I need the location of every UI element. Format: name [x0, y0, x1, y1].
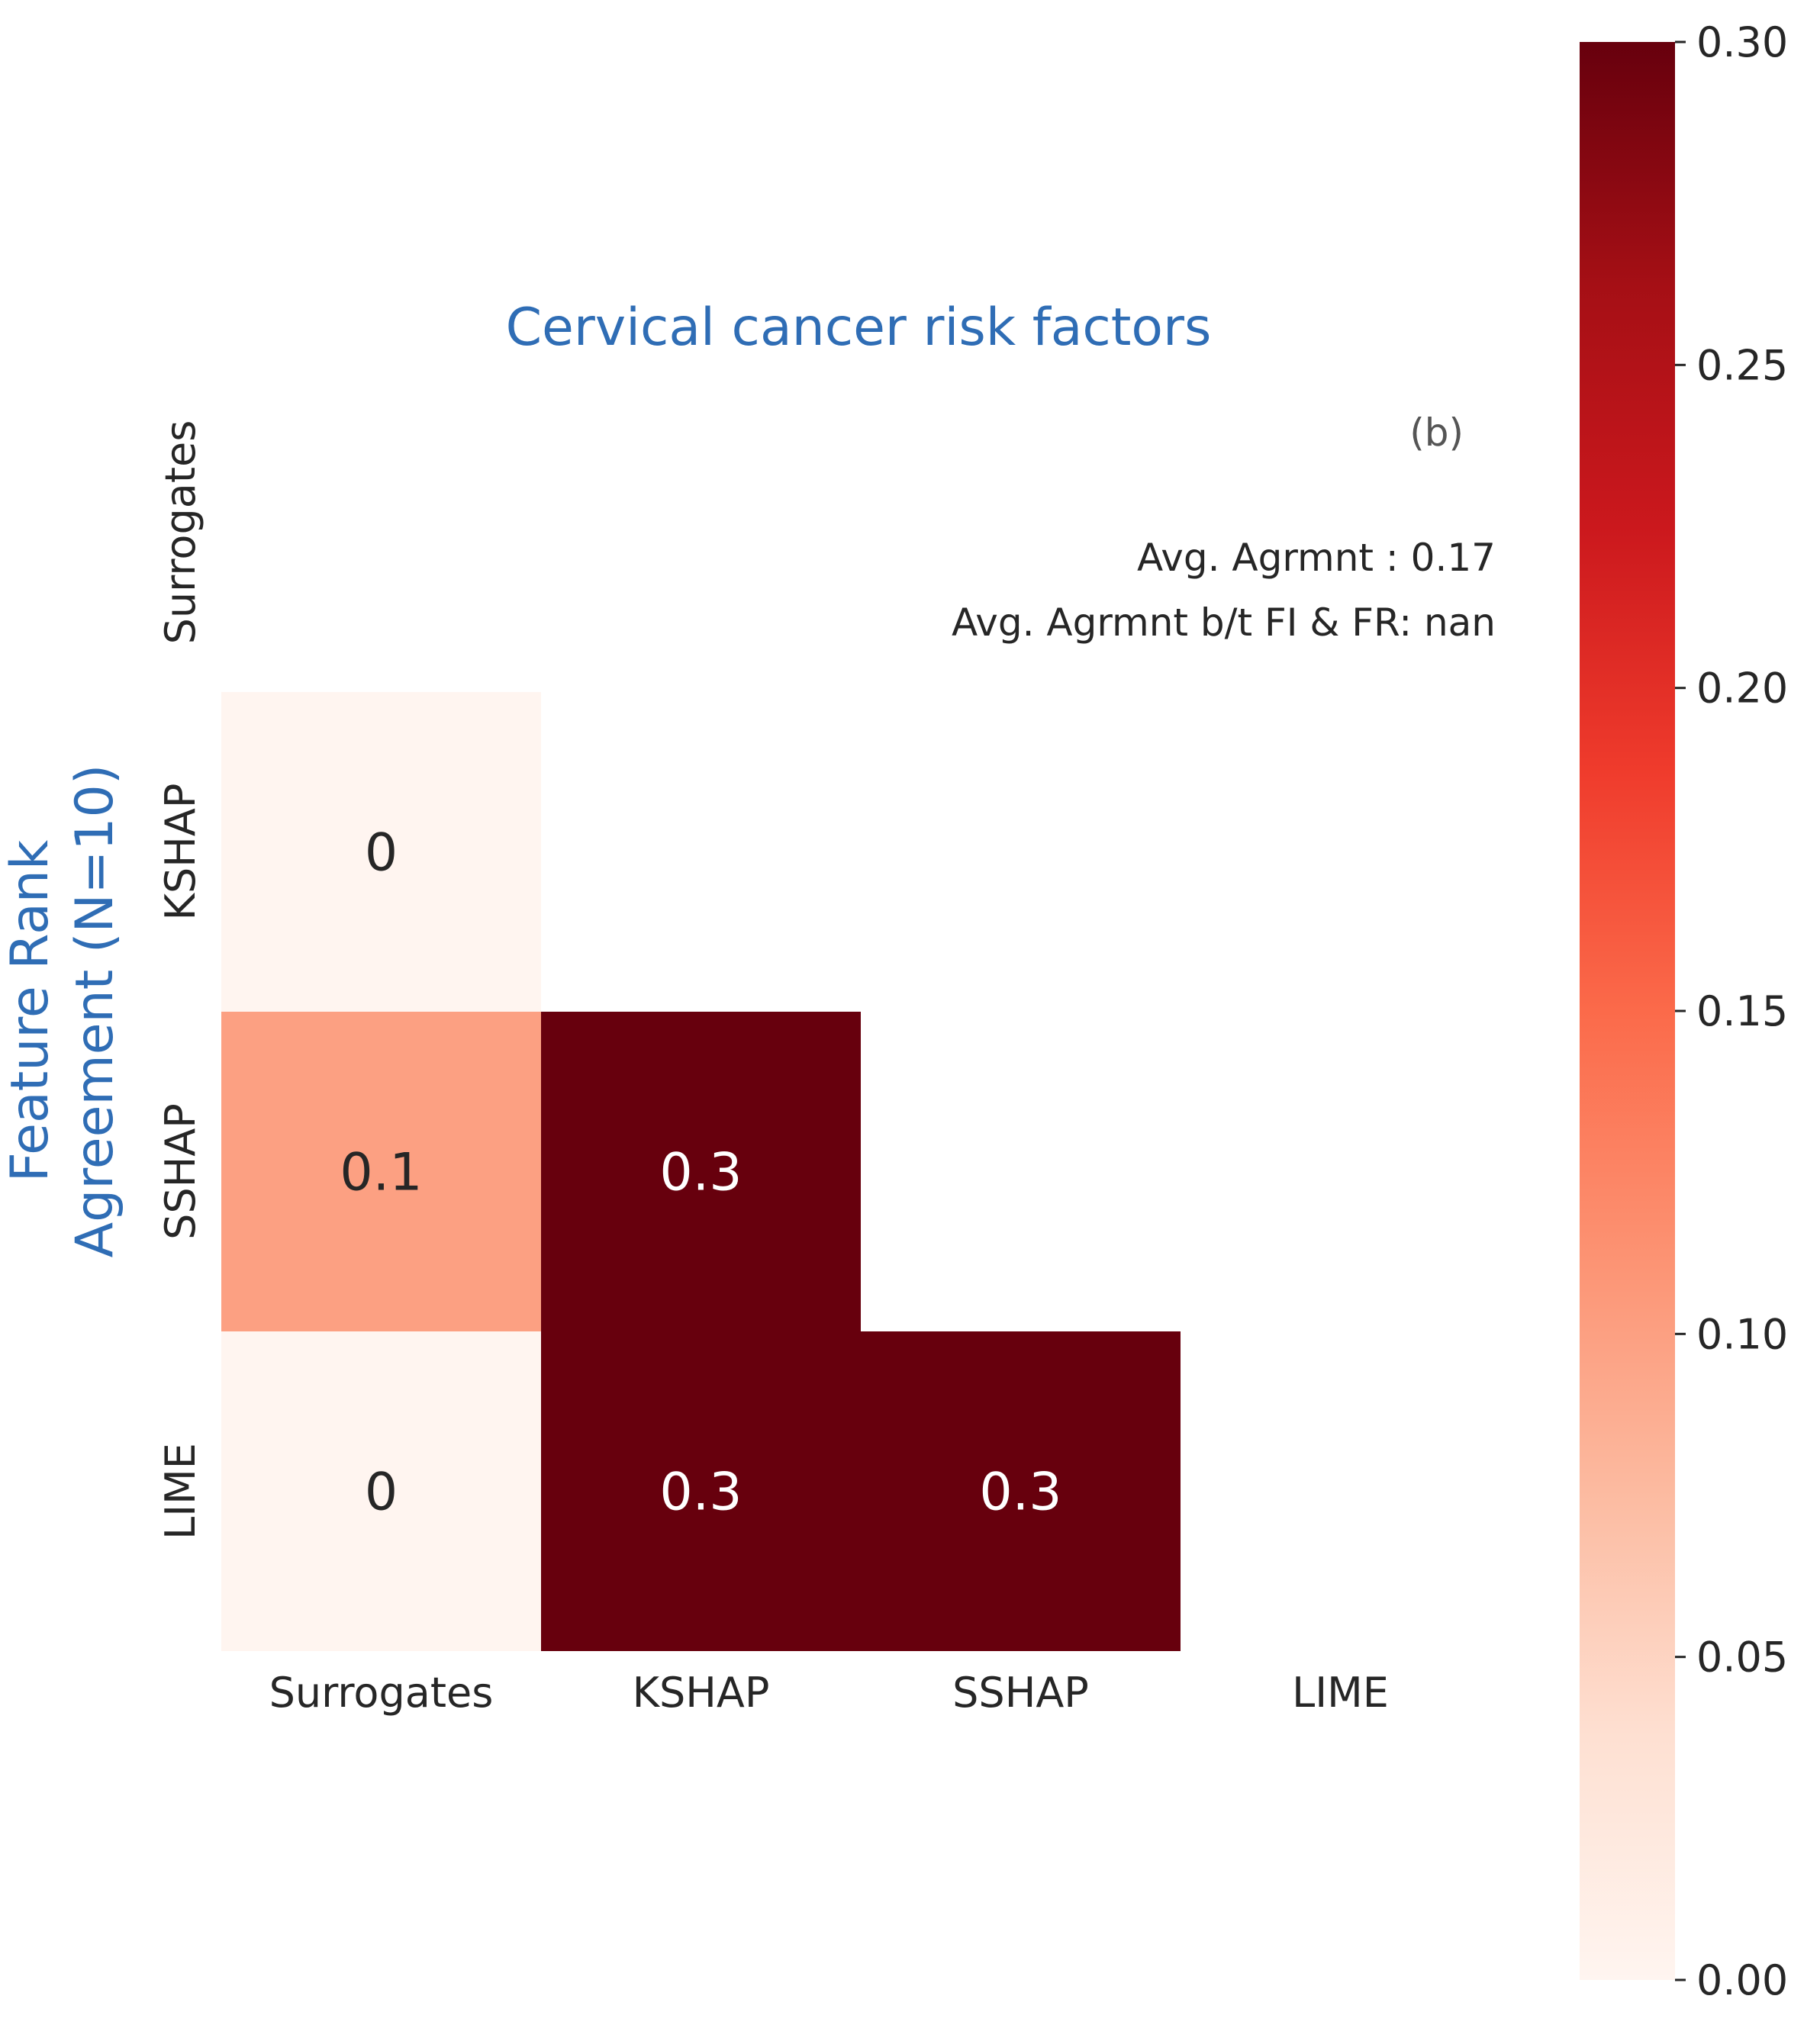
cell-value-label: 0.3	[659, 1463, 742, 1523]
heatmap-cell-lime-kshap	[541, 1331, 861, 1651]
colorbar-tick-label: 0.05	[1696, 1634, 1788, 1682]
y-tick-label-surrogates: Surrogates	[156, 420, 205, 645]
colorbar	[1580, 42, 1675, 1980]
colorbar-tick-label: 0.25	[1696, 341, 1788, 389]
colorbar-tick-label: 0.20	[1696, 665, 1788, 713]
heatmap-cell-sshap-kshap	[541, 1012, 861, 1331]
x-tick-label-sshap: SSHAP	[952, 1669, 1089, 1717]
y-tick-labels: Surrogates KSHAP SSHAP LIME	[156, 420, 205, 1540]
annotation-avg-agreement: Avg. Agrmnt : 0.17	[1137, 536, 1496, 580]
cell-value-label: 0	[365, 1463, 398, 1523]
colorbar-tick-label: 0.30	[1696, 18, 1788, 66]
chart-title: Cervical cancer risk factors	[506, 298, 1212, 358]
x-tick-label-kshap: KSHAP	[633, 1669, 770, 1717]
heatmap-cell-lime-surrogates	[221, 1331, 541, 1651]
cell-value-label: 0.3	[979, 1463, 1061, 1523]
y-axis-label: Feature Rank Agreement (N=10)	[0, 765, 125, 1258]
x-tick-label-surrogates: Surrogates	[269, 1669, 494, 1717]
panel-label: (b)	[1409, 410, 1464, 455]
colorbar-tick-label: 0.00	[1696, 1956, 1788, 2004]
heatmap-cell-lime-sshap	[861, 1331, 1181, 1651]
y-tick-label-sshap: SSHAP	[156, 1103, 205, 1240]
colorbar-ticks: 0.00 0.05 0.10 0.15 0.20 0.25 0.30	[1675, 18, 1788, 2004]
cell-value-label: 0.3	[659, 1143, 742, 1203]
y-tick-label-kshap: KSHAP	[156, 784, 205, 921]
y-tick-label-lime: LIME	[156, 1443, 205, 1540]
annotation-avg-agreement-fi-fr: Avg. Agrmnt b/t FI & FR: nan	[952, 600, 1496, 645]
x-tick-label-lime: LIME	[1292, 1669, 1389, 1717]
cell-value-label: 0.1	[340, 1143, 422, 1203]
y-axis-label-line-2: Agreement (N=10)	[65, 765, 125, 1258]
colorbar-tick-label: 0.15	[1696, 987, 1788, 1035]
cell-value-label: 0	[365, 823, 398, 884]
heatmap-cells	[221, 692, 1181, 1651]
heatmap-cell-labels: 0 0.1 0.3 0 0.3 0.3	[340, 823, 1061, 1523]
y-axis-label-line-1: Feature Rank	[0, 839, 60, 1182]
x-tick-labels: Surrogates KSHAP SSHAP LIME	[269, 1669, 1389, 1717]
heatmap-cell-kshap-surrogates	[221, 692, 541, 1012]
colorbar-tick-label: 0.10	[1696, 1310, 1788, 1358]
heatmap-cell-sshap-surrogates	[221, 1012, 541, 1331]
